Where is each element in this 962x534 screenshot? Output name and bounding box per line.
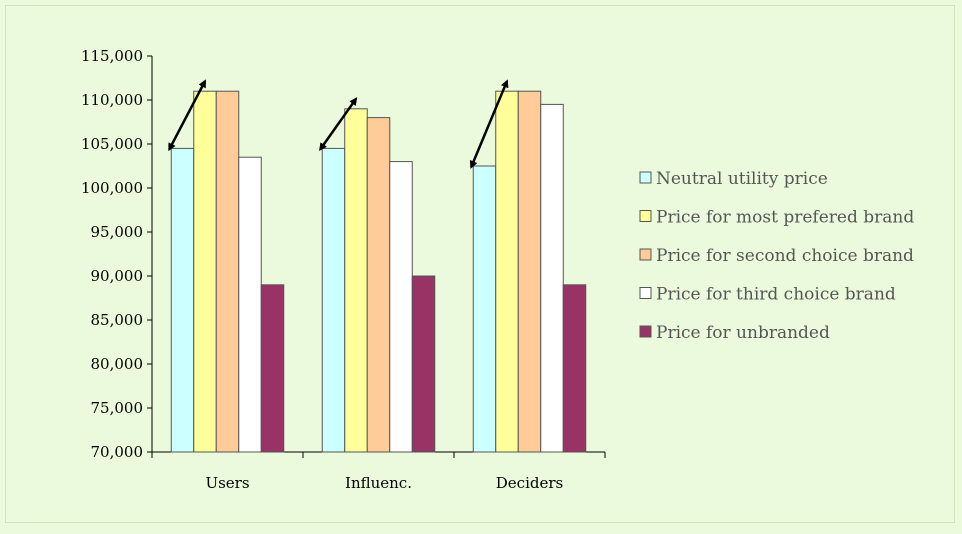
x-category-label: Deciders xyxy=(496,474,563,492)
x-category-label: Users xyxy=(205,474,249,492)
double-arrow-annotation xyxy=(469,79,509,169)
y-tick-label: 85,000 xyxy=(91,311,144,329)
legend: Neutral utility price Price for most pref… xyxy=(639,169,914,343)
x-category-label: Influenc. xyxy=(345,474,412,492)
legend-label: Price for second choice brand xyxy=(656,246,914,266)
double-arrow-annotation xyxy=(168,79,207,152)
legend-swatch xyxy=(639,287,652,299)
y-tick-label: 80,000 xyxy=(91,355,144,373)
bars-group xyxy=(170,90,587,453)
legend-label: Neutral utility price xyxy=(656,169,828,189)
bar xyxy=(411,275,436,453)
legend-label: Price for third choice brand xyxy=(656,285,896,305)
y-tick-label: 90,000 xyxy=(91,267,144,285)
y-tick-label: 75,000 xyxy=(91,399,144,417)
legend-swatch xyxy=(639,325,652,338)
chart-frame xyxy=(5,5,955,523)
y-tick-label: 100,000 xyxy=(81,179,143,197)
legend-swatch xyxy=(639,210,652,222)
y-tick-label: 110,000 xyxy=(81,91,143,109)
y-tick-label: 70,000 xyxy=(91,443,144,461)
legend-label: Price for unbranded xyxy=(656,323,830,343)
legend-label: Price for most prefered brand xyxy=(656,208,914,228)
bar xyxy=(562,284,587,453)
bar xyxy=(540,103,564,453)
y-tick-label: 115,000 xyxy=(81,47,143,65)
bar xyxy=(260,284,285,453)
double-arrow-annotation xyxy=(319,97,358,152)
legend-swatch xyxy=(639,248,652,261)
axes: 70,000 75,000 80,000 85,000 90,000 95,000 100,… xyxy=(81,47,606,492)
legend-swatch xyxy=(639,171,652,184)
y-tick-label: 95,000 xyxy=(91,223,144,241)
arrows-group xyxy=(168,79,509,169)
y-tick-label: 105,000 xyxy=(81,135,143,153)
